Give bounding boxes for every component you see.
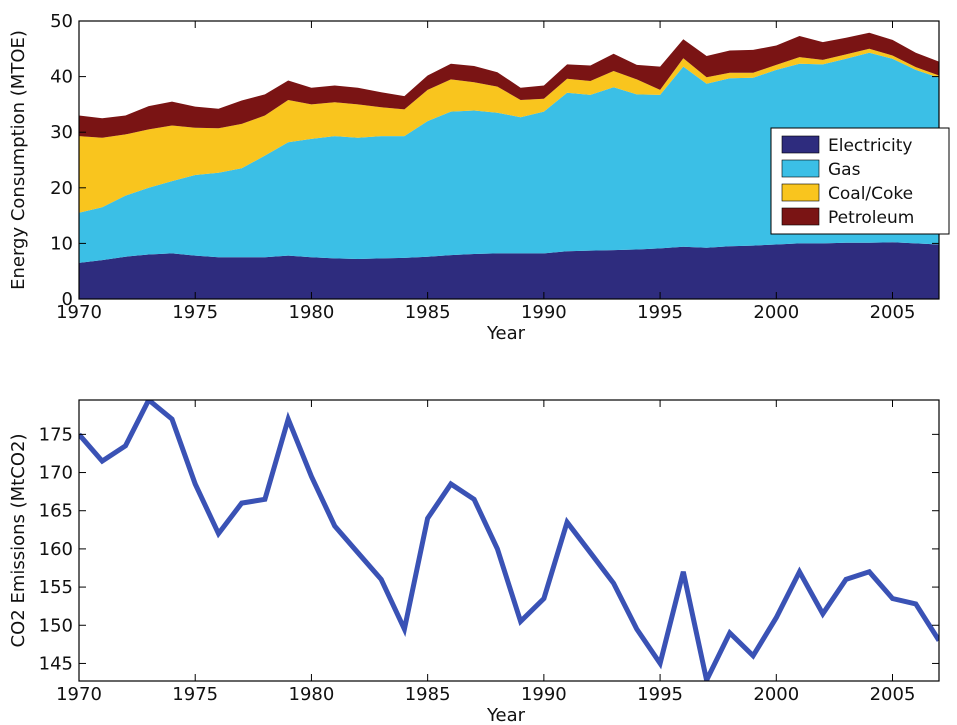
y-tick-label: 30 (50, 122, 73, 143)
legend-swatch (781, 159, 820, 178)
y-tick-label: 165 (39, 501, 73, 522)
y-tick-label: 10 (50, 233, 73, 254)
legend-label: Petroleum (828, 208, 914, 228)
y-tick-label: 160 (39, 539, 73, 560)
y-tick-label: 145 (39, 653, 73, 674)
axis-ticks: 1970 1975 1980 1985 1990 1995 2000 2005 0 10 20 30 4… (50, 11, 939, 323)
x-tick-label: 1970 (56, 302, 102, 323)
x-tick-label: 2005 (870, 302, 916, 323)
y-tick-label: 175 (39, 424, 73, 445)
x-axis-label: Year (486, 323, 526, 344)
stacked-areas (79, 32, 939, 299)
x-axis-label: Year (486, 705, 526, 725)
legend-swatch (781, 135, 820, 154)
area-electricity (79, 242, 939, 299)
x-tick-label: 2000 (753, 684, 799, 705)
energy-consumption-chart: 1970 1975 1980 1985 1990 1995 2000 2005 0 10 20 30 4… (8, 11, 950, 344)
y-tick-label: 50 (50, 11, 73, 32)
x-tick-label: 1980 (289, 684, 335, 705)
axis-ticks: 1970 1975 1980 1985 1990 1995 2000 2005 145 150 15… (39, 400, 939, 705)
legend-label: Coal/Coke (828, 184, 913, 204)
area-petroleum (79, 32, 939, 138)
area-gas (79, 52, 939, 263)
x-tick-label: 1990 (521, 684, 567, 705)
emissions-line (79, 400, 939, 681)
x-tick-label: 2005 (870, 684, 916, 705)
y-axis-label: CO2 Emissions (MtCO2) (8, 434, 29, 648)
x-tick-label: 1990 (521, 302, 567, 323)
co2-emissions-chart: 1970 1975 1980 1985 1990 1995 2000 2005 145 150 15… (8, 399, 940, 725)
x-tick-label: 1995 (637, 684, 683, 705)
legend-swatch (781, 207, 820, 226)
area-coal-coke (79, 48, 939, 213)
x-tick-label: 1975 (172, 684, 218, 705)
y-tick-label: 170 (39, 463, 73, 484)
x-tick-label: 1970 (56, 684, 102, 705)
legend-label: Electricity (828, 136, 912, 156)
y-axis-label: Energy Consumption (MTOE) (8, 30, 29, 290)
y-tick-label: 155 (39, 577, 73, 598)
y-tick-label: 0 (62, 289, 73, 310)
x-tick-label: 1985 (405, 684, 451, 705)
x-tick-label: 1985 (405, 302, 451, 323)
legend: Electricity Gas Coal/Coke Petroleum (770, 127, 950, 235)
emission-lines (79, 400, 939, 681)
y-tick-label: 20 (50, 178, 73, 199)
x-tick-label: 1980 (289, 302, 335, 323)
x-tick-label: 1995 (637, 302, 683, 323)
y-tick-label: 40 (50, 67, 73, 88)
x-tick-label: 2000 (753, 302, 799, 323)
x-tick-label: 1975 (172, 302, 218, 323)
legend-label: Gas (828, 160, 861, 180)
plot-frame (78, 399, 940, 682)
y-tick-label: 150 (39, 615, 73, 636)
legend-swatch (781, 183, 820, 202)
